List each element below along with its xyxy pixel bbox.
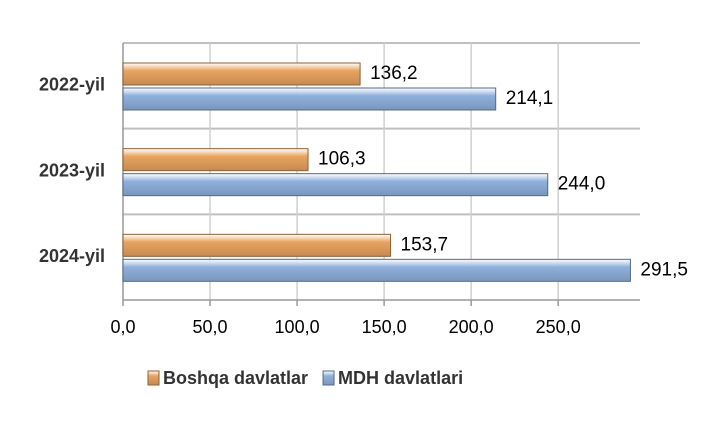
y-tick-label: 2023-yil <box>39 160 105 180</box>
value-label: 153,7 <box>401 234 449 255</box>
x-tick-label: 100,0 <box>275 317 320 337</box>
legend-swatch <box>322 370 335 386</box>
bar <box>122 148 309 172</box>
x-tick-label: 0,0 <box>110 317 135 337</box>
x-tick-label: 50,0 <box>193 317 228 337</box>
y-tick-label: 2022-yil <box>39 75 105 95</box>
legend-label: MDH davlatlari <box>338 368 463 388</box>
value-label: 106,3 <box>318 149 366 170</box>
x-tick-label: 200,0 <box>449 317 494 337</box>
value-label: 244,0 <box>558 174 606 195</box>
y-tick-label: 2024-yil <box>39 246 105 266</box>
bar <box>122 173 549 197</box>
legend-label: Boshqa davlatlar <box>163 368 308 388</box>
x-tick-label: 250,0 <box>536 317 581 337</box>
bar <box>122 233 392 257</box>
x-tick-label: 150,0 <box>362 317 407 337</box>
bar <box>122 87 497 111</box>
value-label: 214,1 <box>506 88 554 109</box>
value-label: 136,2 <box>370 63 418 84</box>
legend-swatch <box>147 370 160 386</box>
bar <box>122 258 631 282</box>
bar <box>122 62 361 86</box>
value-label: 291,5 <box>640 259 688 280</box>
